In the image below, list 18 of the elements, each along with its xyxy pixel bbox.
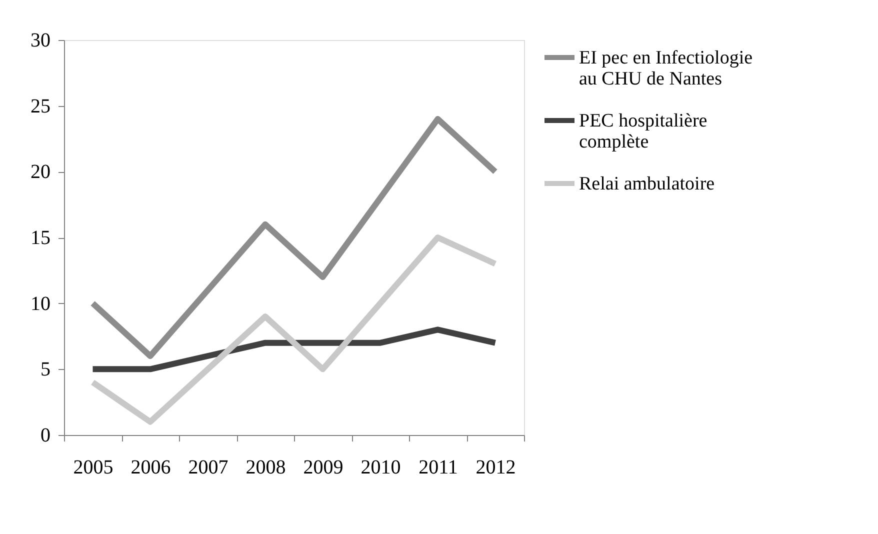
legend-label: PEC hospitalière complète	[579, 110, 708, 152]
y-tick-label: 0	[40, 424, 50, 446]
x-tick-label: 2011	[418, 456, 458, 478]
x-tick-label: 2012	[476, 456, 516, 478]
legend-label: Relai ambulatoire	[579, 174, 715, 194]
x-tick-label: 2007	[188, 456, 228, 478]
y-tick-label: 30	[30, 30, 50, 52]
x-tick-label: 2010	[360, 456, 401, 478]
y-tick-label: 25	[30, 95, 50, 118]
x-tick-label: 2005	[73, 456, 114, 478]
y-tick-label: 10	[30, 292, 50, 315]
x-tick-label: 2008	[246, 456, 286, 478]
y-tick-label: 20	[30, 161, 50, 184]
y-tick-label: 5	[40, 358, 50, 381]
legend-label: EI pec en Infectiologie au CHU de Nantes	[579, 48, 753, 90]
y-tick-label: 15	[30, 227, 50, 249]
x-tick-label: 2009	[303, 456, 344, 478]
x-tick-label: 2006	[130, 456, 171, 478]
